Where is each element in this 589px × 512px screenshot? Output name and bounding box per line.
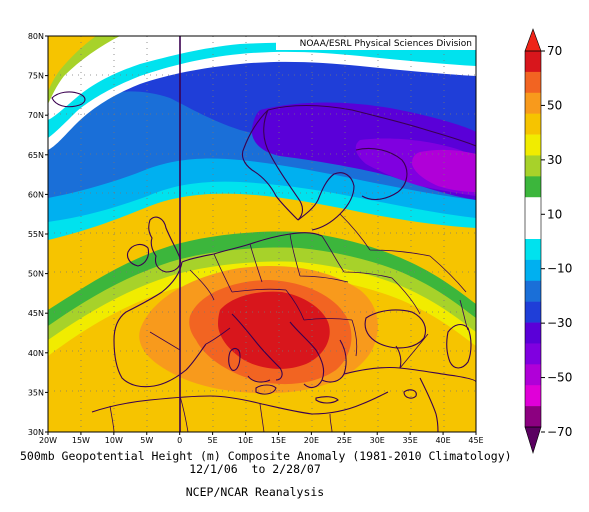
- colorbar-swatch: [525, 176, 541, 198]
- colorbar-swatch: [525, 71, 541, 94]
- colorbar-swatch: [525, 51, 541, 73]
- coast-britain: [148, 216, 181, 273]
- band-north-white2: [48, 36, 476, 120]
- lon-tick-label: 35E: [403, 436, 418, 445]
- coast-finland-russia: [355, 147, 408, 201]
- colorbar-label: 70: [547, 44, 562, 58]
- colorbar-swatch: [525, 218, 541, 240]
- credit-text: NOAA/ESRL Physical Sciences Division: [300, 39, 472, 49]
- lat-tick-label: 45N: [28, 309, 44, 318]
- colorbar-frame: [524, 50, 542, 428]
- coast-france-iberia: [113, 261, 207, 388]
- colorbar-swatch: [525, 280, 541, 302]
- country-borders: [109, 213, 469, 432]
- band-p60: [218, 291, 330, 369]
- colorbar-bottom-arrow: [524, 426, 542, 455]
- longitude-axis: 20W 15W 10W 5W 0 5E 10E 15E 20E 25E 30E 35E 40E 45E: [39, 432, 484, 445]
- colorbar-swatch: [525, 155, 541, 177]
- lat-tick-label: 60N: [28, 190, 44, 199]
- colorbar-label: −30: [547, 316, 572, 330]
- colorbar-label: −50: [547, 371, 572, 385]
- lat-tick-label: 75N: [28, 72, 44, 81]
- lon-tick-label: 45E: [468, 436, 483, 445]
- lon-tick-label: 10E: [238, 436, 253, 445]
- coast-turkey: [343, 345, 476, 383]
- caption-line-3: NCEP/NCAR Reanalysis: [185, 485, 325, 499]
- colorbar-swatch: [525, 259, 541, 282]
- coast-italy: [231, 313, 283, 383]
- coast-iceland: [51, 91, 86, 108]
- colorbar-swatch: [525, 92, 541, 114]
- colorbar: 70 50 30 10 −10 −30 −50 −70: [524, 28, 572, 455]
- coast-cyprus: [403, 389, 417, 399]
- lon-tick-label: 20E: [304, 436, 319, 445]
- credit-box: [276, 37, 475, 50]
- lon-tick-label: 15W: [72, 436, 90, 445]
- colorbar-swatch: [525, 385, 541, 407]
- colorbar-swatch: [525, 343, 541, 365]
- latitude-axis: 30N 35N 40N 45N 50N 55N 60N 65N 70N 75N 80N: [28, 32, 48, 437]
- lat-tick-label: 65N: [28, 151, 44, 160]
- lon-tick-label: 5E: [208, 436, 218, 445]
- caption-line-2: 12/1/06 to 2/28/07: [189, 462, 321, 476]
- lat-tick-label: 80N: [28, 32, 44, 41]
- coast-levant: [419, 377, 439, 432]
- caption-line-1: 500mb Geopotential Height (m) Composite …: [20, 449, 512, 463]
- coast-sardinia: [228, 347, 241, 371]
- colorbar-swatch: [525, 301, 541, 323]
- colorbar-swatch: [525, 322, 541, 344]
- lon-tick-label: 10W: [105, 436, 123, 445]
- coast-blacksea: [364, 309, 427, 349]
- graticule: [48, 36, 476, 432]
- lat-tick-label: 70N: [28, 111, 44, 120]
- band-m70: [412, 149, 476, 192]
- colorbar-label: 30: [547, 153, 562, 167]
- coast-sicily: [255, 384, 277, 395]
- lat-tick-label: 35N: [28, 388, 44, 397]
- colorbar-swatch: [525, 197, 541, 219]
- colorbar-swatch: [525, 406, 541, 428]
- lon-tick-label: 15E: [271, 436, 286, 445]
- colorbar-label: 50: [547, 98, 562, 112]
- lat-tick-label: 50N: [28, 270, 44, 279]
- colorbar-label: −70: [547, 425, 572, 439]
- colorbar-label: 10: [547, 207, 562, 221]
- band-north-cyan: [48, 36, 476, 138]
- lat-tick-label: 55N: [28, 230, 44, 239]
- coast-crete: [315, 396, 339, 404]
- colorbar-swatch: [525, 239, 541, 261]
- colorbar-swatch: [525, 364, 541, 386]
- lon-tick-label: 40E: [435, 436, 450, 445]
- coast-caspian: [446, 323, 472, 369]
- colorbar-label: −10: [547, 262, 572, 276]
- lat-tick-label: 40N: [28, 349, 44, 358]
- lon-tick-label: 30E: [370, 436, 385, 445]
- coast-north-africa: [91, 391, 389, 415]
- band-north-yellow: [48, 36, 96, 92]
- colorbar-swatch: [525, 113, 541, 135]
- lat-tick-label: 30N: [28, 428, 44, 437]
- coast-baltic: [297, 172, 355, 231]
- coast-ireland: [126, 243, 150, 267]
- lon-tick-label: 0: [177, 436, 182, 445]
- lon-tick-label: 5W: [140, 436, 153, 445]
- anomaly-field: [48, 36, 476, 432]
- coast-scandinavia: [241, 104, 476, 221]
- lon-tick-label: 25E: [337, 436, 352, 445]
- colorbar-swatch: [525, 134, 541, 156]
- colorbar-top-arrow: [524, 28, 542, 52]
- lon-tick-label: 20W: [39, 436, 57, 445]
